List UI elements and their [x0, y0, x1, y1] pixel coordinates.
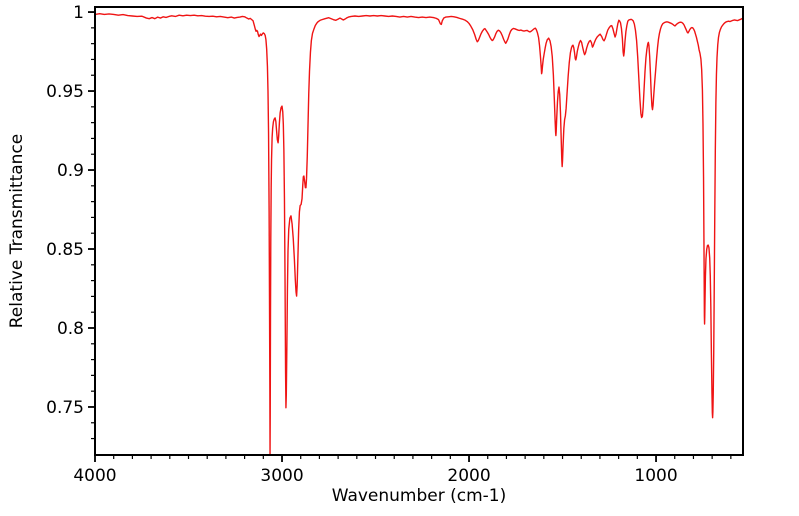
x-tick-label: 3000	[260, 466, 303, 486]
y-tick-label: 0.75	[46, 398, 84, 418]
y-tick-label: 0.8	[57, 319, 84, 339]
y-tick-label: 1	[73, 3, 84, 23]
y-tick-label: 0.95	[46, 82, 84, 102]
x-axis-title: Wavenumber (cm-1)	[331, 486, 507, 506]
y-tick-label: 0.85	[46, 240, 84, 260]
spectrum-line	[95, 12, 743, 455]
y-tick-label: 0.9	[57, 161, 84, 181]
x-tick-label: 1000	[634, 466, 677, 486]
y-axis-title: Relative Transmittance	[7, 133, 27, 329]
x-tick-label: 4000	[73, 466, 116, 486]
plot-frame	[94, 6, 744, 456]
x-tick-label: 2000	[447, 466, 490, 486]
